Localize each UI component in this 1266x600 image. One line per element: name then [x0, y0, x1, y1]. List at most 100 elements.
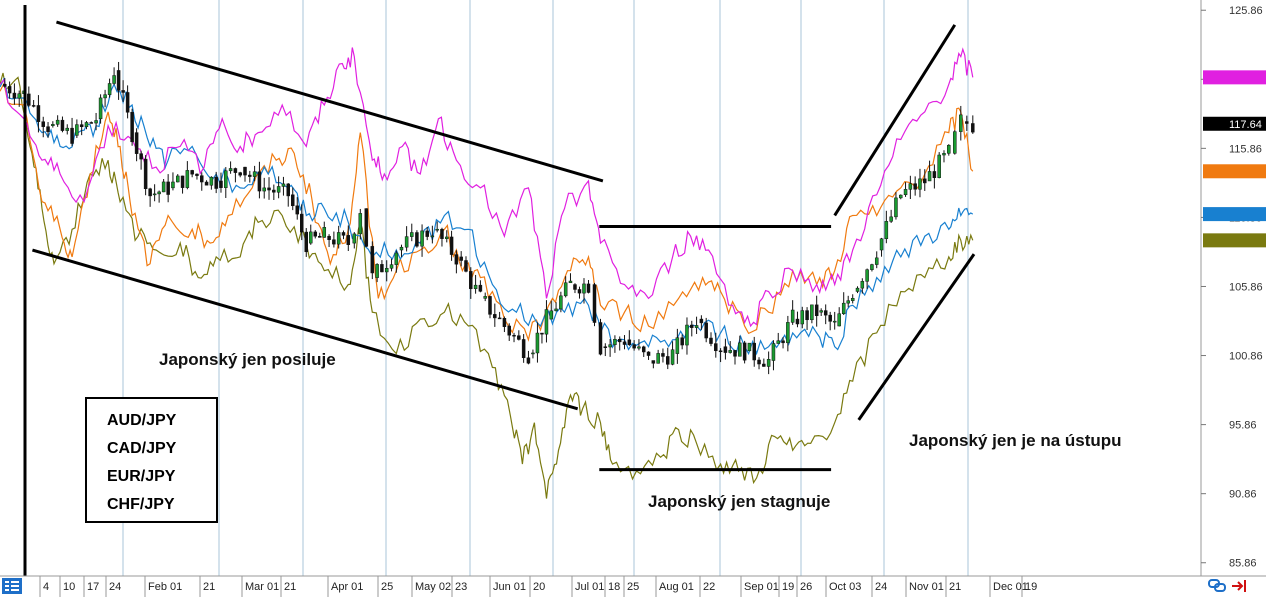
- menu-grid-icon[interactable]: [2, 578, 22, 594]
- trend-line-4: [833, 24, 957, 217]
- candle-45: [214, 171, 218, 194]
- red-arrow-icon[interactable]: [1232, 580, 1246, 592]
- candle-195: [937, 152, 941, 179]
- candle-186: [894, 192, 898, 220]
- y-tick-label-6: 95.86: [1229, 420, 1257, 432]
- candle-166: [800, 306, 805, 329]
- candle-197: [947, 144, 951, 156]
- trend-lines: [32, 20, 976, 472]
- trend-line-0: [56, 20, 604, 183]
- candle-74: [352, 232, 357, 249]
- x-tick-label-12: Jun 01: [493, 581, 526, 593]
- candle-154: [742, 340, 747, 364]
- candle-17: [84, 120, 89, 130]
- candle-10: [51, 121, 55, 128]
- candle-143: [690, 320, 694, 337]
- x-tick-label-1: 10: [63, 581, 75, 593]
- candle-14: [70, 117, 74, 147]
- candle-6: [31, 100, 36, 108]
- y-tick-label-8: 85.86: [1229, 558, 1257, 570]
- candle-172: [828, 311, 832, 331]
- candle-170: [819, 308, 823, 316]
- candle-41: [195, 173, 199, 180]
- candle-11: [55, 115, 60, 127]
- candle-78: [375, 263, 379, 283]
- candle-180: [865, 268, 869, 289]
- x-tick-label-16: 25: [627, 581, 639, 593]
- y-axis-ticks: 125.86120.86115.86110.86105.86100.8695.8…: [1201, 5, 1263, 570]
- candle-38: [180, 175, 185, 194]
- candle-182: [874, 251, 879, 269]
- x-tick-label-6: Mar 01: [245, 581, 279, 593]
- candle-7: [36, 95, 41, 133]
- candle-99: [478, 280, 483, 293]
- candle-157: [757, 357, 761, 370]
- x-tick-label-2: 17: [87, 581, 99, 593]
- current-price-label: 117.64: [1229, 119, 1262, 131]
- candle-52: [248, 170, 252, 183]
- candle-125: [603, 343, 608, 357]
- grid-lines: [122, 0, 969, 576]
- candle-51: [243, 166, 247, 182]
- x-tick-label-13: 20: [533, 581, 545, 593]
- price-marker-eur-jpy: [1203, 207, 1266, 222]
- candle-9: [46, 122, 50, 138]
- series-line-eur-jpy: [0, 76, 974, 356]
- candle-13: [65, 124, 70, 135]
- candle-89: [430, 225, 435, 244]
- candle-49: [233, 167, 238, 183]
- candle-128: [617, 336, 622, 351]
- candle-127: [613, 335, 617, 353]
- candle-160: [771, 340, 776, 371]
- candle-150: [723, 338, 728, 360]
- legend-box: AUD/JPY CAD/JPY EUR/JPY CHF/JPY: [85, 397, 218, 523]
- candle-62: [295, 197, 299, 220]
- candle-135: [651, 360, 656, 369]
- candle-201: [971, 115, 975, 134]
- candle-23: [112, 67, 116, 85]
- candle-108: [521, 334, 526, 363]
- candle-79: [380, 260, 384, 273]
- candle-90: [435, 221, 439, 233]
- candle-137: [661, 348, 665, 363]
- candle-174: [837, 307, 841, 327]
- chain-link-icon[interactable]: [1208, 579, 1226, 592]
- candle-29: [139, 150, 143, 170]
- y-tick-label-4: 105.86: [1229, 281, 1263, 293]
- candle-67: [318, 232, 322, 238]
- candle-156: [752, 336, 756, 367]
- candle-40: [190, 169, 194, 178]
- candle-114: [549, 300, 554, 320]
- candle-189: [908, 175, 913, 199]
- candle-103: [497, 311, 502, 320]
- candle-88: [425, 226, 429, 241]
- candle-168: [810, 304, 814, 324]
- candle-80: [384, 260, 389, 282]
- candle-175: [841, 292, 846, 316]
- candle-19: [94, 112, 98, 131]
- x-tick-label-9: 25: [381, 581, 393, 593]
- candle-158: [762, 358, 766, 367]
- candle-18: [89, 121, 94, 124]
- candle-146: [704, 317, 708, 343]
- candle-59: [281, 176, 286, 196]
- x-tick-label-17: Aug 01: [659, 581, 694, 593]
- candle-110: [531, 349, 535, 359]
- candle-57: [272, 184, 276, 201]
- candle-35: [166, 174, 170, 203]
- x-tick-label-4: Feb 01: [148, 581, 182, 593]
- legend-item-eur-jpy: EUR/JPY: [107, 468, 176, 485]
- candle-101: [488, 295, 492, 319]
- candle-165: [795, 311, 800, 328]
- candle-133: [641, 345, 646, 357]
- legend-item-cad-jpy: CAD/JPY: [107, 440, 177, 457]
- candle-181: [870, 263, 874, 272]
- price-marker-cad-jpy: [1203, 70, 1266, 85]
- candle-32: [152, 184, 157, 202]
- candlestick-layer: [3, 61, 975, 375]
- y-tick-label-7: 90.86: [1229, 489, 1257, 501]
- candle-27: [130, 108, 134, 146]
- candle-148: [714, 332, 718, 358]
- candle-145: [699, 315, 704, 330]
